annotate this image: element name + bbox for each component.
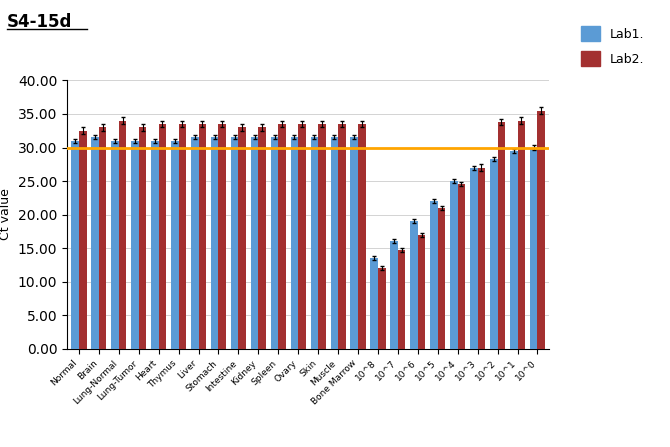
Bar [99, 127, 107, 349]
Bar [311, 138, 318, 349]
Bar [470, 168, 478, 349]
Bar [330, 138, 338, 349]
Bar [79, 131, 86, 349]
Bar [490, 159, 498, 349]
Bar [450, 181, 458, 349]
Bar [278, 124, 286, 349]
Bar [418, 235, 425, 349]
Bar [139, 127, 146, 349]
Bar [291, 138, 298, 349]
Bar [91, 138, 99, 349]
Bar [259, 127, 266, 349]
Bar [338, 124, 346, 349]
Bar [159, 124, 166, 349]
Bar [131, 141, 139, 349]
Bar [211, 138, 218, 349]
Bar [478, 168, 485, 349]
Bar [537, 111, 545, 349]
Bar [378, 268, 385, 349]
Bar [179, 124, 186, 349]
Bar [530, 148, 537, 349]
Bar [198, 124, 206, 349]
Bar [239, 127, 246, 349]
Bar [218, 124, 226, 349]
Bar [119, 121, 127, 349]
Bar [398, 250, 405, 349]
Bar [517, 121, 525, 349]
Bar [438, 208, 446, 349]
Bar [358, 124, 366, 349]
Bar [111, 141, 119, 349]
Bar [231, 138, 239, 349]
Y-axis label: Ct value: Ct value [0, 189, 12, 240]
Bar [350, 138, 358, 349]
Legend: Lab1., Lab2.: Lab1., Lab2. [575, 20, 651, 73]
Bar [430, 201, 438, 349]
Bar [251, 138, 259, 349]
Bar [498, 122, 505, 349]
Bar [72, 141, 79, 349]
Text: S4-15d: S4-15d [7, 13, 72, 31]
Bar [191, 138, 198, 349]
Bar [318, 124, 326, 349]
Bar [391, 241, 398, 349]
Bar [410, 221, 418, 349]
Bar [458, 185, 465, 349]
Bar [271, 138, 278, 349]
Bar [298, 124, 306, 349]
Bar [171, 141, 179, 349]
Bar [151, 141, 159, 349]
Bar [510, 151, 517, 349]
Bar [371, 258, 378, 349]
